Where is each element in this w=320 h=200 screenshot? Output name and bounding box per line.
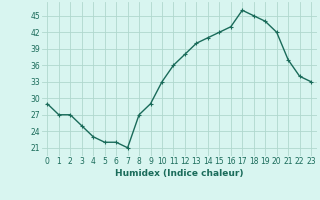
X-axis label: Humidex (Indice chaleur): Humidex (Indice chaleur) <box>115 169 244 178</box>
